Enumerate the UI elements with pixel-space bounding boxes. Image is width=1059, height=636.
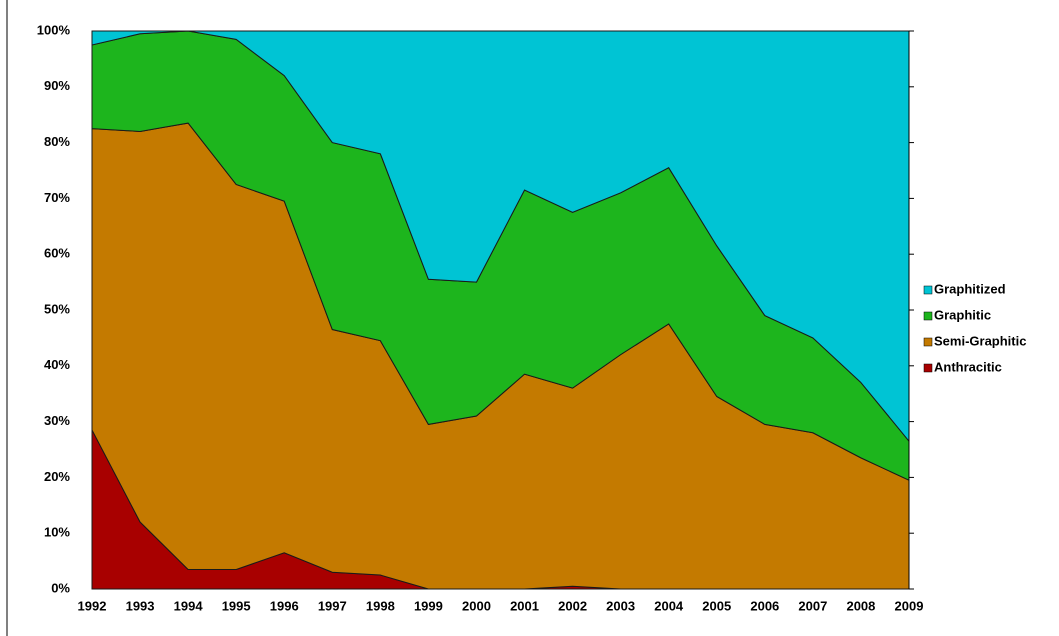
y-tick-label: 20% — [44, 469, 70, 484]
legend-marker — [923, 337, 933, 347]
x-tick-label: 1993 — [126, 598, 155, 613]
x-tick-label: 2000 — [462, 598, 491, 613]
x-tick-label: 2002 — [558, 598, 587, 613]
y-tick-label: 80% — [44, 134, 70, 149]
y-tick-label: 60% — [44, 246, 70, 261]
x-tick-label: 2008 — [846, 598, 875, 613]
x-tick-label: 2006 — [750, 598, 779, 613]
y-tick-label: 0% — [51, 580, 70, 595]
legend-label: Anthracitic — [934, 359, 1002, 374]
y-tick-label: 90% — [44, 78, 70, 93]
x-tick-label: 1997 — [318, 598, 347, 613]
legend-label: Graphitized — [934, 281, 1006, 296]
y-tick-label: 100% — [37, 22, 71, 37]
y-tick-label: 40% — [44, 357, 70, 372]
x-tick-label: 2003 — [606, 598, 635, 613]
y-tick-label: 30% — [44, 413, 70, 428]
legend-marker — [923, 363, 933, 373]
x-tick-label: 2009 — [895, 598, 924, 613]
x-tick-label: 1998 — [366, 598, 395, 613]
x-tick-label: 1999 — [414, 598, 443, 613]
x-tick-label: 1995 — [222, 598, 251, 613]
y-tick-label: 50% — [44, 301, 70, 316]
y-tick-label: 70% — [44, 190, 70, 205]
legend-label: Graphitic — [934, 307, 991, 322]
y-tick-label: 10% — [44, 525, 70, 540]
legend-marker — [923, 285, 933, 295]
x-tick-label: 2005 — [702, 598, 731, 613]
x-tick-label: 2004 — [654, 598, 684, 613]
legend-marker — [923, 311, 933, 321]
legend-label: Semi-Graphitic — [934, 333, 1026, 348]
x-tick-label: 1996 — [270, 598, 299, 613]
x-tick-label: 2001 — [510, 598, 539, 613]
x-tick-label: 1992 — [78, 598, 107, 613]
x-tick-label: 1994 — [174, 598, 204, 613]
x-tick-label: 2007 — [798, 598, 827, 613]
